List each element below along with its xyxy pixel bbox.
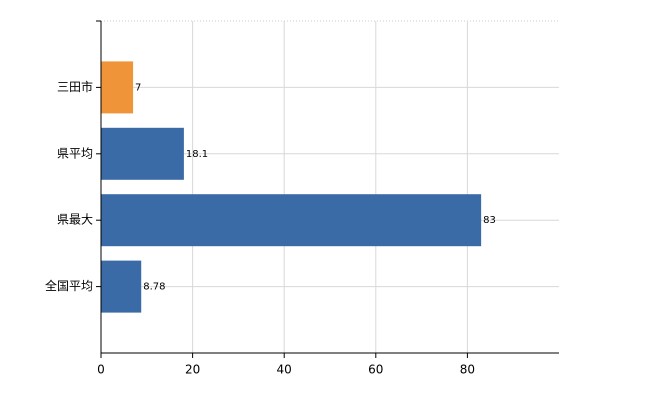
x-tick-label: 0 <box>97 363 105 377</box>
value-label: 83 <box>483 215 496 226</box>
x-tick-label: 40 <box>277 363 292 377</box>
y-tick-label: 県最大 <box>57 213 93 227</box>
x-tick-label: 60 <box>368 363 383 377</box>
bar <box>101 194 482 247</box>
value-label: 7 <box>135 82 141 93</box>
bar <box>101 61 134 114</box>
x-tick-label: 80 <box>460 363 475 377</box>
x-tick-label: 20 <box>185 363 200 377</box>
y-tick-label: 全国平均 <box>45 278 93 293</box>
bar <box>101 127 184 180</box>
bar <box>101 260 142 313</box>
y-tick-label: 県平均 <box>57 146 93 160</box>
y-tick-label: 三田市 <box>57 79 93 94</box>
value-label: 8.78 <box>143 282 165 293</box>
value-label: 18.1 <box>186 149 208 160</box>
